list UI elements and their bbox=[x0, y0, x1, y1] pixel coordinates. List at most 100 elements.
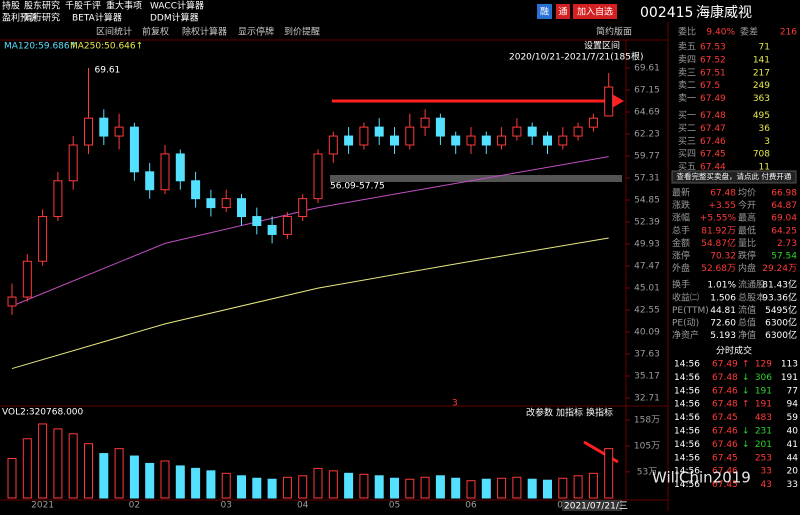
volume-tool[interactable]: 加指标 bbox=[556, 407, 583, 419]
volume-bar bbox=[7, 458, 17, 499]
candle-body bbox=[604, 86, 614, 117]
candle-body bbox=[359, 126, 369, 146]
quote-label: 流值 bbox=[738, 304, 756, 316]
trade-price: 67.49 bbox=[712, 360, 738, 370]
volume-bar bbox=[481, 478, 491, 499]
candle-body bbox=[497, 135, 507, 146]
toolbar-item[interactable]: 前复权 bbox=[142, 26, 169, 38]
trade-count: 94 bbox=[787, 400, 799, 410]
volume-bar bbox=[114, 448, 124, 499]
toolbar-item[interactable]: 区间统计 bbox=[96, 26, 132, 38]
x-tick-label: 06 bbox=[465, 501, 477, 511]
candle-body bbox=[573, 126, 583, 137]
toolbar-item[interactable]: 到价提醒 bbox=[284, 26, 320, 38]
quote-label: 总股本 bbox=[738, 291, 765, 303]
volume-tool[interactable]: 换指标 bbox=[586, 407, 613, 419]
volume-tool[interactable]: 改参数 bbox=[526, 407, 553, 419]
quote-value: 6300亿 bbox=[765, 329, 797, 341]
ma-line bbox=[11, 237, 609, 370]
layout-button[interactable]: 简约版面 bbox=[596, 26, 632, 38]
volume-bar bbox=[99, 453, 109, 499]
volume-bar bbox=[466, 480, 476, 499]
quote-value: 93.36亿 bbox=[762, 291, 797, 303]
toolbar-item[interactable]: 显示停牌 bbox=[238, 26, 274, 38]
volume-bar bbox=[543, 479, 552, 499]
trade-price: 67.46 bbox=[712, 427, 738, 437]
candle-body bbox=[221, 198, 231, 209]
quote-value: 5495亿 bbox=[765, 304, 797, 316]
candle-body bbox=[512, 126, 522, 137]
volume-bar bbox=[145, 462, 155, 499]
trade-price: 67.45 bbox=[712, 413, 738, 423]
menu-item[interactable]: 千股千评 bbox=[65, 1, 101, 12]
range-label: 2020/10/21-2021/7/21(185根) bbox=[509, 51, 643, 63]
candle-body bbox=[390, 135, 399, 146]
volume-bar bbox=[160, 460, 170, 499]
range-button[interactable]: 设置区间 bbox=[584, 40, 620, 52]
trade-dir: ↓ bbox=[742, 373, 750, 383]
trade-dir: ↓ bbox=[742, 440, 750, 450]
volume-bar bbox=[573, 475, 583, 499]
volume-bar bbox=[68, 433, 78, 499]
quote-label: 最低 bbox=[738, 224, 756, 236]
quote-label: 均价 bbox=[738, 187, 756, 199]
stock-code: 002415 bbox=[640, 5, 693, 21]
quote-label: 金额 bbox=[672, 237, 690, 249]
band-label: 56.09-57.75 bbox=[330, 182, 385, 192]
candle-body bbox=[374, 126, 384, 137]
book-volume: 3 bbox=[764, 137, 770, 147]
book-level: 卖一 bbox=[678, 93, 696, 104]
candle-body bbox=[7, 296, 17, 307]
ma-line bbox=[11, 156, 609, 307]
volume-bar bbox=[175, 465, 185, 499]
trade-price: 67.45 bbox=[712, 480, 738, 490]
y-tick-label: 42.55 bbox=[634, 306, 660, 316]
header-button[interactable]: 通 bbox=[558, 7, 567, 18]
header-button-bg bbox=[537, 4, 552, 19]
trade-dir: ↑ bbox=[742, 360, 750, 370]
notice-button[interactable]: 查看完整买卖盘，请点此 付费开通 bbox=[677, 171, 792, 181]
toolbar-item[interactable]: 除权计算器 bbox=[182, 26, 227, 38]
menu-item[interactable]: WACC计算器 bbox=[150, 0, 204, 12]
menu-item[interactable]: BETA计算器 bbox=[72, 12, 122, 24]
candle-body bbox=[328, 135, 338, 155]
quote-value: 1.01% bbox=[707, 281, 736, 291]
trade-volume: 191 bbox=[755, 386, 772, 396]
trade-count: 59 bbox=[787, 413, 799, 423]
book-volume: 249 bbox=[753, 81, 770, 91]
y-tick-label: 59.77 bbox=[634, 152, 660, 162]
menu-item[interactable]: 股东研究 bbox=[24, 0, 60, 12]
quote-value: 2.73 bbox=[777, 239, 797, 249]
y-tick-label: 158万 bbox=[634, 415, 660, 425]
quote-label: 今开 bbox=[738, 199, 756, 211]
candle-body bbox=[466, 135, 476, 146]
volume-bar bbox=[359, 473, 369, 499]
volume-bar bbox=[252, 477, 262, 499]
header-button[interactable]: 融 bbox=[540, 7, 549, 18]
trade-price: 67.46 bbox=[712, 467, 738, 477]
header-button[interactable]: 加入自选 bbox=[577, 6, 613, 18]
candle-body bbox=[160, 153, 170, 191]
annotation-arrowhead bbox=[612, 94, 624, 108]
book-price: 67.49 bbox=[700, 94, 726, 104]
menu-item[interactable]: 盈利预测 bbox=[2, 12, 38, 24]
y-tick-label: 40.09 bbox=[634, 328, 660, 338]
ma-legend: MA120:59.686↑ bbox=[4, 42, 77, 52]
notice-bg bbox=[671, 170, 797, 184]
book-level: 卖二 bbox=[678, 80, 696, 91]
candle-body bbox=[435, 117, 445, 137]
menu-item[interactable]: 重大事项 bbox=[106, 0, 142, 12]
menu-item[interactable]: DDM计算器 bbox=[150, 12, 199, 24]
y-tick-label: 47.47 bbox=[634, 262, 660, 272]
menu-item[interactable]: 持股 bbox=[2, 0, 20, 12]
quote-value: 81.43亿 bbox=[762, 279, 797, 291]
quote-label: 跌停 bbox=[738, 250, 756, 262]
trade-count: 41 bbox=[787, 440, 798, 450]
quote-value: 29.24万 bbox=[762, 264, 797, 274]
quote-label: 最高 bbox=[738, 212, 756, 224]
volume-bar bbox=[390, 477, 399, 499]
menu-item[interactable]: 同行研究 bbox=[24, 12, 60, 24]
candle-body bbox=[344, 135, 354, 146]
book-price: 67.45 bbox=[700, 150, 726, 160]
trade-price: 67.45 bbox=[712, 453, 738, 463]
